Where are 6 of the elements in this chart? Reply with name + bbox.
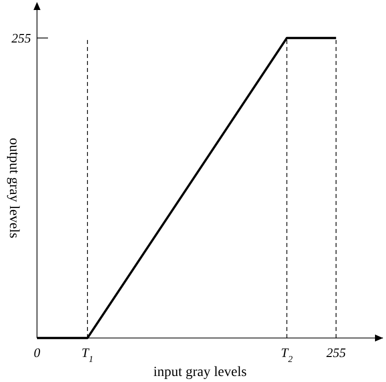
x-tick-label: 0	[34, 345, 41, 360]
y-axis-title: output gray levels	[6, 138, 21, 238]
ref-line-label: T$_{1}$	[82, 345, 94, 364]
text: 255	[12, 30, 32, 46]
x-axis-title: input gray levels	[153, 365, 247, 380]
ref-line-label: T$_{2}$	[280, 345, 294, 364]
